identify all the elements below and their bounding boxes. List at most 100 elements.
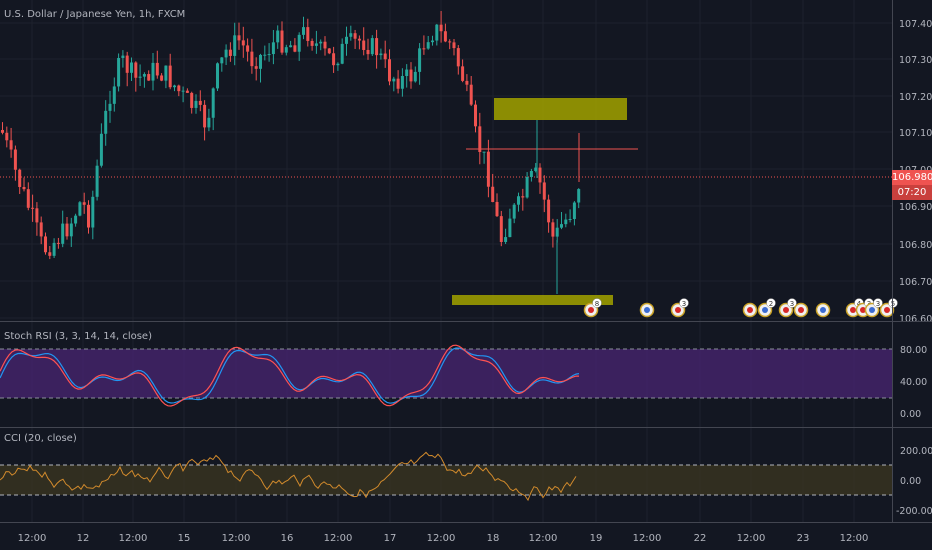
- candle-body: [461, 66, 465, 81]
- candle-body: [211, 88, 215, 118]
- candle-body: [228, 49, 232, 56]
- time-tick-label: 12:00: [529, 533, 558, 544]
- candle-body: [198, 100, 202, 105]
- demand-zone-box[interactable]: [452, 295, 613, 305]
- price-tick-label: 106.600: [899, 314, 932, 325]
- event-flag-icon[interactable]: [793, 302, 809, 318]
- candle-body: [353, 33, 357, 39]
- time-tick-label: 17: [384, 533, 397, 544]
- candle-body: [409, 69, 413, 82]
- time-tick-label: 12:00: [119, 533, 148, 544]
- candle-body: [74, 215, 78, 224]
- candle-body: [254, 66, 258, 69]
- candle-body: [388, 59, 391, 82]
- candle-body: [224, 49, 228, 58]
- time-tick-label: 19: [590, 533, 603, 544]
- event-count-label: 3: [876, 300, 880, 308]
- event-flag-icon[interactable]: 5: [879, 298, 898, 318]
- event-flag-icon[interactable]: [815, 302, 831, 318]
- candle-body: [456, 48, 460, 67]
- candle-body: [134, 62, 138, 78]
- time-tick-label: 12:00: [633, 533, 662, 544]
- event-flag-icon[interactable]: 8: [583, 298, 602, 318]
- symbol-title[interactable]: U.S. Dollar / Japanese Yen, 1h, FXCM: [4, 9, 186, 20]
- candle-body: [375, 38, 379, 56]
- candle-body: [482, 151, 486, 153]
- time-tick-label: 16: [281, 533, 294, 544]
- candle-body: [241, 40, 245, 46]
- candle-body: [422, 48, 426, 50]
- event-flag-icon[interactable]: 2: [757, 298, 776, 318]
- time-tick-label: 12:00: [324, 533, 353, 544]
- candle-body: [164, 65, 168, 81]
- candle-body: [426, 42, 430, 49]
- candle-body: [250, 51, 254, 67]
- time-tick-label: 12:00: [222, 533, 251, 544]
- candle-body: [22, 186, 26, 190]
- candle-body: [310, 40, 314, 46]
- candle-body: [31, 207, 35, 209]
- time-tick-label: 18: [487, 533, 500, 544]
- event-flag-icon[interactable]: [742, 302, 758, 318]
- candle-body: [529, 170, 533, 177]
- candle-body: [1, 130, 4, 133]
- bar-countdown: 07:20: [892, 185, 932, 200]
- price-tick-label: 107.100: [899, 128, 932, 139]
- time-axis: 12:00 12 12:00 15 12:00 16 12:00 17 12:00 18 12:00…: [18, 533, 869, 544]
- price-tick-label: 107.300: [899, 55, 932, 66]
- candle-body: [194, 100, 198, 108]
- candle-body: [44, 236, 47, 253]
- candle-body: [577, 189, 581, 203]
- event-flag-icon[interactable]: [639, 302, 655, 318]
- event-flag-icon[interactable]: 3: [864, 298, 883, 318]
- candle-body: [357, 38, 361, 41]
- candle-body: [13, 149, 17, 170]
- candle-body: [284, 47, 288, 53]
- candle-body: [168, 65, 172, 88]
- time-tick-label: 12:00: [840, 533, 869, 544]
- event-flag-icon[interactable]: 3: [778, 298, 797, 318]
- economic-events: 83234335: [583, 298, 898, 318]
- supply-zone-box[interactable]: [494, 98, 627, 120]
- candle-body: [26, 189, 30, 208]
- candle-body: [555, 227, 559, 237]
- candle-body: [370, 38, 374, 55]
- candle-body: [491, 186, 495, 202]
- candle-body: [396, 78, 400, 89]
- candle-body: [345, 36, 348, 44]
- candle-body: [465, 80, 469, 85]
- event-count-label: 8: [595, 300, 599, 308]
- candle-body: [48, 252, 52, 256]
- cci-title[interactable]: CCI (20, close): [4, 433, 77, 444]
- candle-body: [39, 222, 43, 237]
- cci-axis: 200.00 0.00 -200.00: [896, 446, 932, 517]
- candle-body: [69, 223, 73, 237]
- stoch-rsi-title[interactable]: Stoch RSI (3, 3, 14, 14, close): [4, 331, 152, 342]
- candle-body: [280, 30, 284, 53]
- candle-body: [130, 62, 133, 73]
- candle-body: [521, 196, 525, 198]
- time-tick-label: 12:00: [737, 533, 766, 544]
- candle-body: [276, 30, 280, 43]
- candle-body: [216, 63, 219, 89]
- candle-body: [267, 54, 271, 56]
- stoch-tick-label: 40.00: [900, 377, 927, 388]
- candle-body: [504, 237, 508, 242]
- candle-body: [5, 132, 9, 141]
- event-flag-icon[interactable]: 3: [670, 298, 689, 318]
- candle-body: [220, 57, 224, 64]
- candle-body: [190, 92, 194, 108]
- candle-body: [112, 86, 116, 104]
- time-tick-label: 23: [797, 533, 810, 544]
- candle-body: [547, 199, 551, 223]
- candle-body: [431, 40, 434, 43]
- candle-body: [551, 222, 555, 237]
- candle-body: [542, 182, 546, 200]
- candle-body: [383, 53, 387, 60]
- candle-body: [443, 31, 447, 42]
- candle-body: [56, 242, 60, 244]
- candle-body: [400, 76, 404, 89]
- cci-band: [0, 465, 892, 495]
- candle-body: [332, 53, 336, 66]
